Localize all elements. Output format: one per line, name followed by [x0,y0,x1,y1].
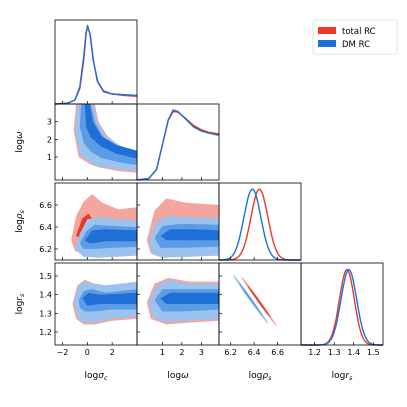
marginal-rs-total [301,268,383,346]
xtick-label-rs-3: 1.5 [367,348,380,357]
marginal-ρs-frame [218,182,302,261]
ytick-label-rs-1: 1.3 [39,309,52,318]
marginal-rs-frame [300,262,384,346]
marginal-ρs-dm [219,188,301,261]
xlabel-omega: logω [167,371,189,381]
xlabel-rho: logρs [249,371,272,382]
xtick-label-rs-1: 1.3 [328,348,341,357]
ytick-label-rs-0: 1.2 [39,328,52,337]
xtick-label-ρs-0: 6.2 [224,348,237,357]
pair-rho-rs-contours [233,274,277,326]
ytick-label-ρs-1: 6.4 [39,223,52,232]
pair-sigma-omega-level-3 [84,104,137,159]
marginal-σc-total [54,24,138,105]
ytick-label-ω-0: 1 [47,153,52,162]
xtick-label-σc-2: 2 [110,348,115,357]
pair-rho-rs-level-3 [247,285,271,318]
xtick-label-ω-1: 2 [179,348,184,357]
xlabel-rs: logrs [332,371,353,382]
legend: total RC DM RC [312,19,398,55]
legend-label-1: DM RC [342,40,370,50]
pair-sigma-rho-level-4 [84,229,137,244]
marginal-ω-frame [136,103,220,181]
ylabel-rho: logρs [15,209,26,232]
pair-sigma-rs-contours [72,279,137,325]
xtick-label-ω-2: 3 [199,348,204,357]
marginal-ω-total [136,110,220,181]
pair-sigma-rs-level-3 [82,292,137,306]
pair-rho-rs-frame [218,262,302,346]
xtick-label-rs-0: 1.2 [308,348,321,357]
pair-omega-rho-level-3 [160,229,219,241]
marginal-σc-dm [54,24,138,105]
pair-sigma-rho-contours [71,194,137,258]
pair-omega-rho-frame [136,182,220,261]
legend-swatch-0 [318,27,336,34]
marginal-ρs-total [219,188,301,261]
pair-omega-rho-contours [146,198,219,258]
ytick-label-ρs-0: 6.2 [39,245,52,254]
xtick-label-σc-0: −2 [57,348,69,357]
xtick-label-ω-0: 1 [160,348,165,357]
pair-rho-rs-level-2 [239,283,263,316]
ytick-label-ρs-2: 6.6 [39,201,52,210]
ytick-label-rs-3: 1.5 [39,272,52,281]
ylabel-omega: logω [15,131,25,153]
legend-label-0: total RC [342,27,376,37]
ytick-label-ω-1: 2 [47,135,52,144]
pair-omega-rs-contours [146,277,219,325]
panels-layer: 1.2 1.3 1.4 1.5 1 2 3 6.2 6.4 6.6 −2 0 2 1.2 1.3 1.4 1.5… [15,19,384,382]
pair-sigma-omega-contours [73,104,137,173]
pair-omega-rs-level-3 [160,292,219,304]
xlabel-sigma: logσc [84,371,107,382]
xtick-label-rs-2: 1.4 [347,348,360,357]
ylabel-rs: logrs [15,293,26,314]
pair-sigma-omega-frame [54,103,138,181]
xtick-label-ρs-2: 6.6 [271,348,284,357]
legend-swatch-1 [318,40,336,47]
marginal-ω-dm [136,109,220,181]
ytick-label-rs-2: 1.4 [39,291,52,300]
marginal-σc-frame [54,19,138,105]
xtick-label-ρs-1: 6.4 [248,348,261,357]
xtick-label-σc-1: 0 [85,348,90,357]
ytick-label-ω-2: 3 [47,118,52,127]
